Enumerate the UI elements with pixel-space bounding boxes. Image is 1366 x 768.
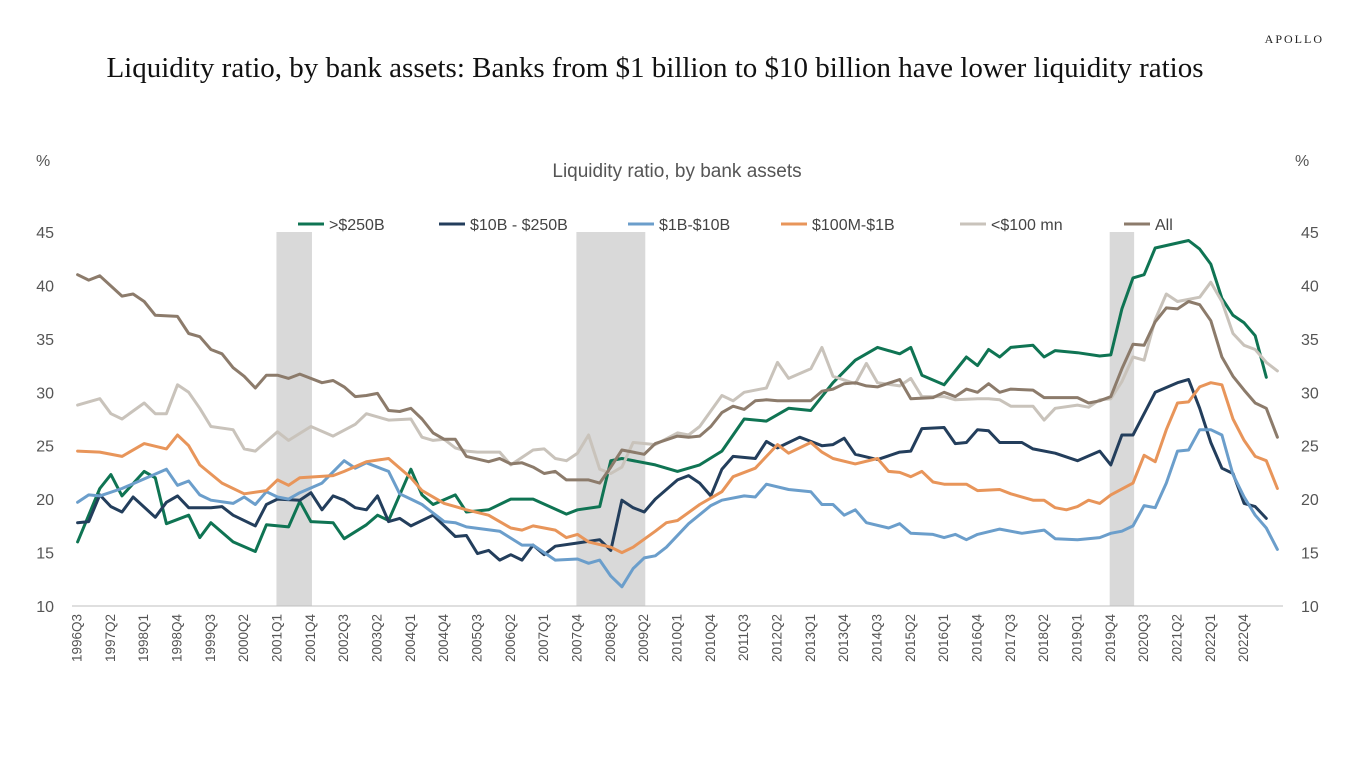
x-tick-label: 2018Q2 (1036, 614, 1051, 662)
legend-label: <$100 mn (991, 217, 1063, 234)
x-tick-label: 2016Q4 (969, 614, 984, 663)
recession-band-3 (1109, 232, 1135, 606)
series-line-4 (76, 381, 1279, 555)
x-tick-label: 2001Q1 (270, 614, 285, 662)
x-tick-label: 2005Q3 (470, 614, 485, 662)
series-line-3 (76, 428, 1279, 589)
x-tick-label: 2013Q1 (803, 614, 818, 662)
x-tick-label: 2002Q3 (336, 614, 351, 662)
legend: >$250B $10B - $250B $1B-$10B $100M-$1B <$100… (298, 217, 1173, 234)
x-tick-label: 2008Q3 (603, 614, 618, 662)
x-tick-label: 1997Q2 (103, 614, 118, 662)
y-tick-right: 45 (1301, 225, 1319, 242)
y-axis-label-right: % (1295, 153, 1309, 170)
recession-shading (276, 232, 1135, 606)
x-tick-label: 2019Q4 (1103, 614, 1118, 663)
y-tick-left: 15 (36, 546, 54, 563)
legend-label: All (1155, 217, 1173, 234)
x-tick-label: 2012Q2 (769, 614, 784, 662)
x-tick-label: 2016Q1 (936, 614, 951, 662)
x-tick-label: 2015Q2 (903, 614, 918, 662)
x-axis-ticks: 1996Q3 1997Q2 1998Q1 1998Q4 1999Q3 2000Q2 2001… (70, 614, 1252, 663)
chart-title: Liquidity ratio, by bank assets (552, 161, 801, 182)
x-tick-label: 2011Q3 (736, 614, 751, 661)
x-tick-label: 2017Q3 (1003, 614, 1018, 662)
series-line-6 (76, 273, 1279, 485)
legend-label: >$250B (329, 217, 385, 234)
x-tick-label: 2000Q2 (236, 614, 251, 662)
x-tick-label: 2001Q4 (303, 614, 318, 663)
legend-label: $100M-$1B (812, 217, 895, 234)
y-tick-left: 20 (36, 492, 54, 509)
recession-band-1 (276, 232, 312, 606)
page-headline: Liquidity ratio, by bank assets: Banks f… (106, 52, 1204, 84)
legend-label: $1B-$10B (659, 217, 730, 234)
y-tick-left: 45 (36, 225, 54, 242)
series-line-2 (76, 378, 1268, 562)
y-tick-right: 25 (1301, 439, 1319, 456)
x-tick-label: 2009Q2 (636, 614, 651, 662)
x-tick-label: 2010Q1 (670, 614, 685, 662)
x-tick-label: 2019Q1 (1069, 614, 1084, 662)
x-tick-label: 1998Q4 (170, 614, 185, 663)
y-tick-right: 10 (1301, 599, 1319, 616)
y-tick-left: 35 (36, 332, 54, 349)
y-tick-right: 15 (1301, 546, 1319, 563)
series-line-1 (76, 239, 1268, 553)
y-tick-right: 40 (1301, 278, 1319, 295)
y-axis-label-left: % (36, 153, 50, 170)
y-tick-right: 30 (1301, 385, 1319, 402)
x-tick-label: 2004Q1 (403, 614, 418, 662)
x-tick-label: 2013Q4 (836, 614, 851, 663)
legend-label: $10B - $250B (470, 217, 568, 234)
x-tick-label: 2006Q2 (503, 614, 518, 662)
x-tick-label: 2007Q4 (570, 614, 585, 663)
x-tick-label: 2004Q4 (436, 614, 451, 663)
x-tick-label: 2014Q3 (869, 614, 884, 662)
y-tick-left: 10 (36, 599, 54, 616)
y-tick-right: 20 (1301, 492, 1319, 509)
y-tick-left: 40 (36, 278, 54, 295)
x-tick-label: 2022Q1 (1203, 614, 1218, 662)
apollo-logo: APOLLO (1264, 32, 1324, 46)
x-tick-label: 2021Q2 (1169, 614, 1184, 662)
y-tick-left: 25 (36, 439, 54, 456)
x-tick-label: 2020Q3 (1136, 614, 1151, 662)
x-tick-label: 2007Q1 (536, 614, 551, 662)
x-tick-label: 2022Q4 (1236, 614, 1251, 663)
x-tick-label: 2010Q4 (703, 614, 718, 663)
y-tick-left: 30 (36, 385, 54, 402)
y-tick-right: 35 (1301, 332, 1319, 349)
x-tick-label: 2003Q2 (370, 614, 385, 662)
x-tick-label: 1998Q1 (136, 614, 151, 662)
series-lines (76, 239, 1279, 589)
x-tick-label: 1996Q3 (70, 614, 85, 662)
series-line-5 (76, 280, 1279, 475)
y-axis-ticks: 10 10 15 15 20 20 25 25 30 30 35 35 40 40 45 45 (36, 225, 1319, 616)
x-tick-label: 1999Q3 (203, 614, 218, 662)
